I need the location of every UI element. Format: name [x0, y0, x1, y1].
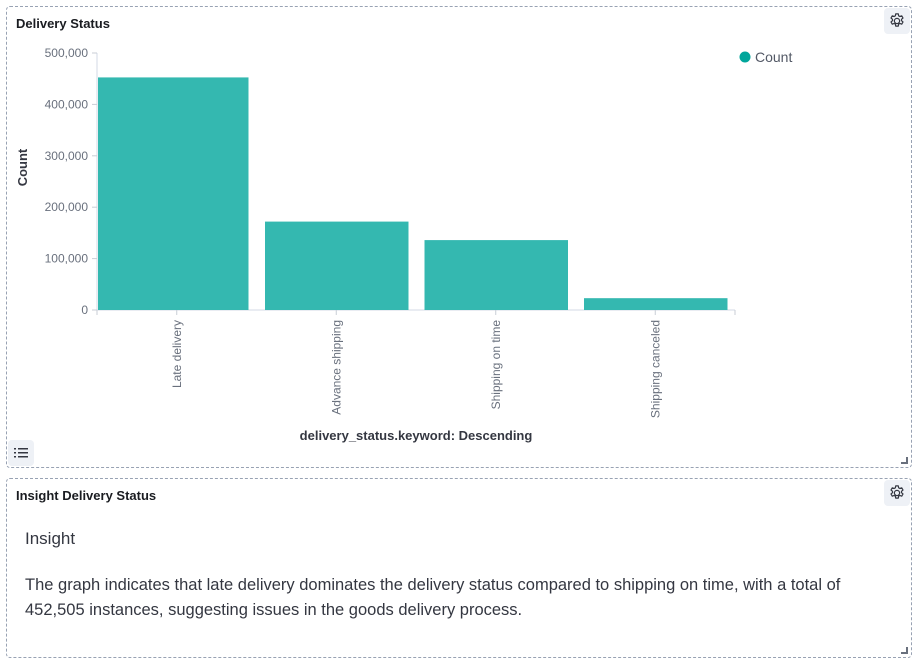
bar — [424, 240, 568, 310]
panel-settings-button[interactable] — [884, 480, 910, 506]
bar-chart: 0 100,000 200,000 300,000 400,000 500,000 Late… — [15, 46, 792, 443]
resize-handle[interactable] — [901, 647, 908, 654]
bar — [584, 298, 728, 310]
x-tick-label: Advance shipping — [329, 320, 343, 415]
gear-icon — [890, 485, 904, 499]
y-tick-label: 400,000 — [45, 97, 89, 111]
x-tick-label: Shipping canceled — [648, 320, 662, 418]
y-axis-title: Count — [15, 148, 30, 186]
insight-heading: Insight — [25, 529, 76, 548]
y-tick-label: 100,000 — [45, 252, 89, 266]
y-tick-label: 300,000 — [45, 149, 89, 163]
y-tick-label: 200,000 — [45, 200, 89, 214]
panel-title: Delivery Status — [16, 16, 110, 31]
insight-text: The graph indicates that late delivery d… — [25, 576, 841, 619]
delivery-status-panel: 0 100,000 200,000 300,000 400,000 500,000 Late… — [6, 6, 912, 468]
x-tick-label: Shipping on time — [489, 320, 503, 410]
bar — [265, 221, 409, 310]
bar — [98, 77, 249, 310]
list-icon — [14, 448, 28, 458]
legend-label: Count — [755, 49, 792, 65]
x-tick-label: Late delivery — [170, 320, 184, 388]
legend-toggle-button[interactable] — [8, 440, 34, 466]
insight-panel: Insight Delivery Status Insight The grap… — [6, 478, 912, 658]
gear-icon — [890, 13, 904, 27]
panel-settings-button[interactable] — [884, 8, 910, 34]
panel-title: Insight Delivery Status — [16, 488, 157, 503]
y-tick-label: 500,000 — [45, 46, 89, 60]
legend-dot — [739, 51, 751, 63]
resize-handle[interactable] — [901, 457, 908, 464]
y-tick-label: 0 — [81, 303, 88, 317]
x-axis-title: delivery_status.keyword: Descending — [300, 428, 533, 443]
